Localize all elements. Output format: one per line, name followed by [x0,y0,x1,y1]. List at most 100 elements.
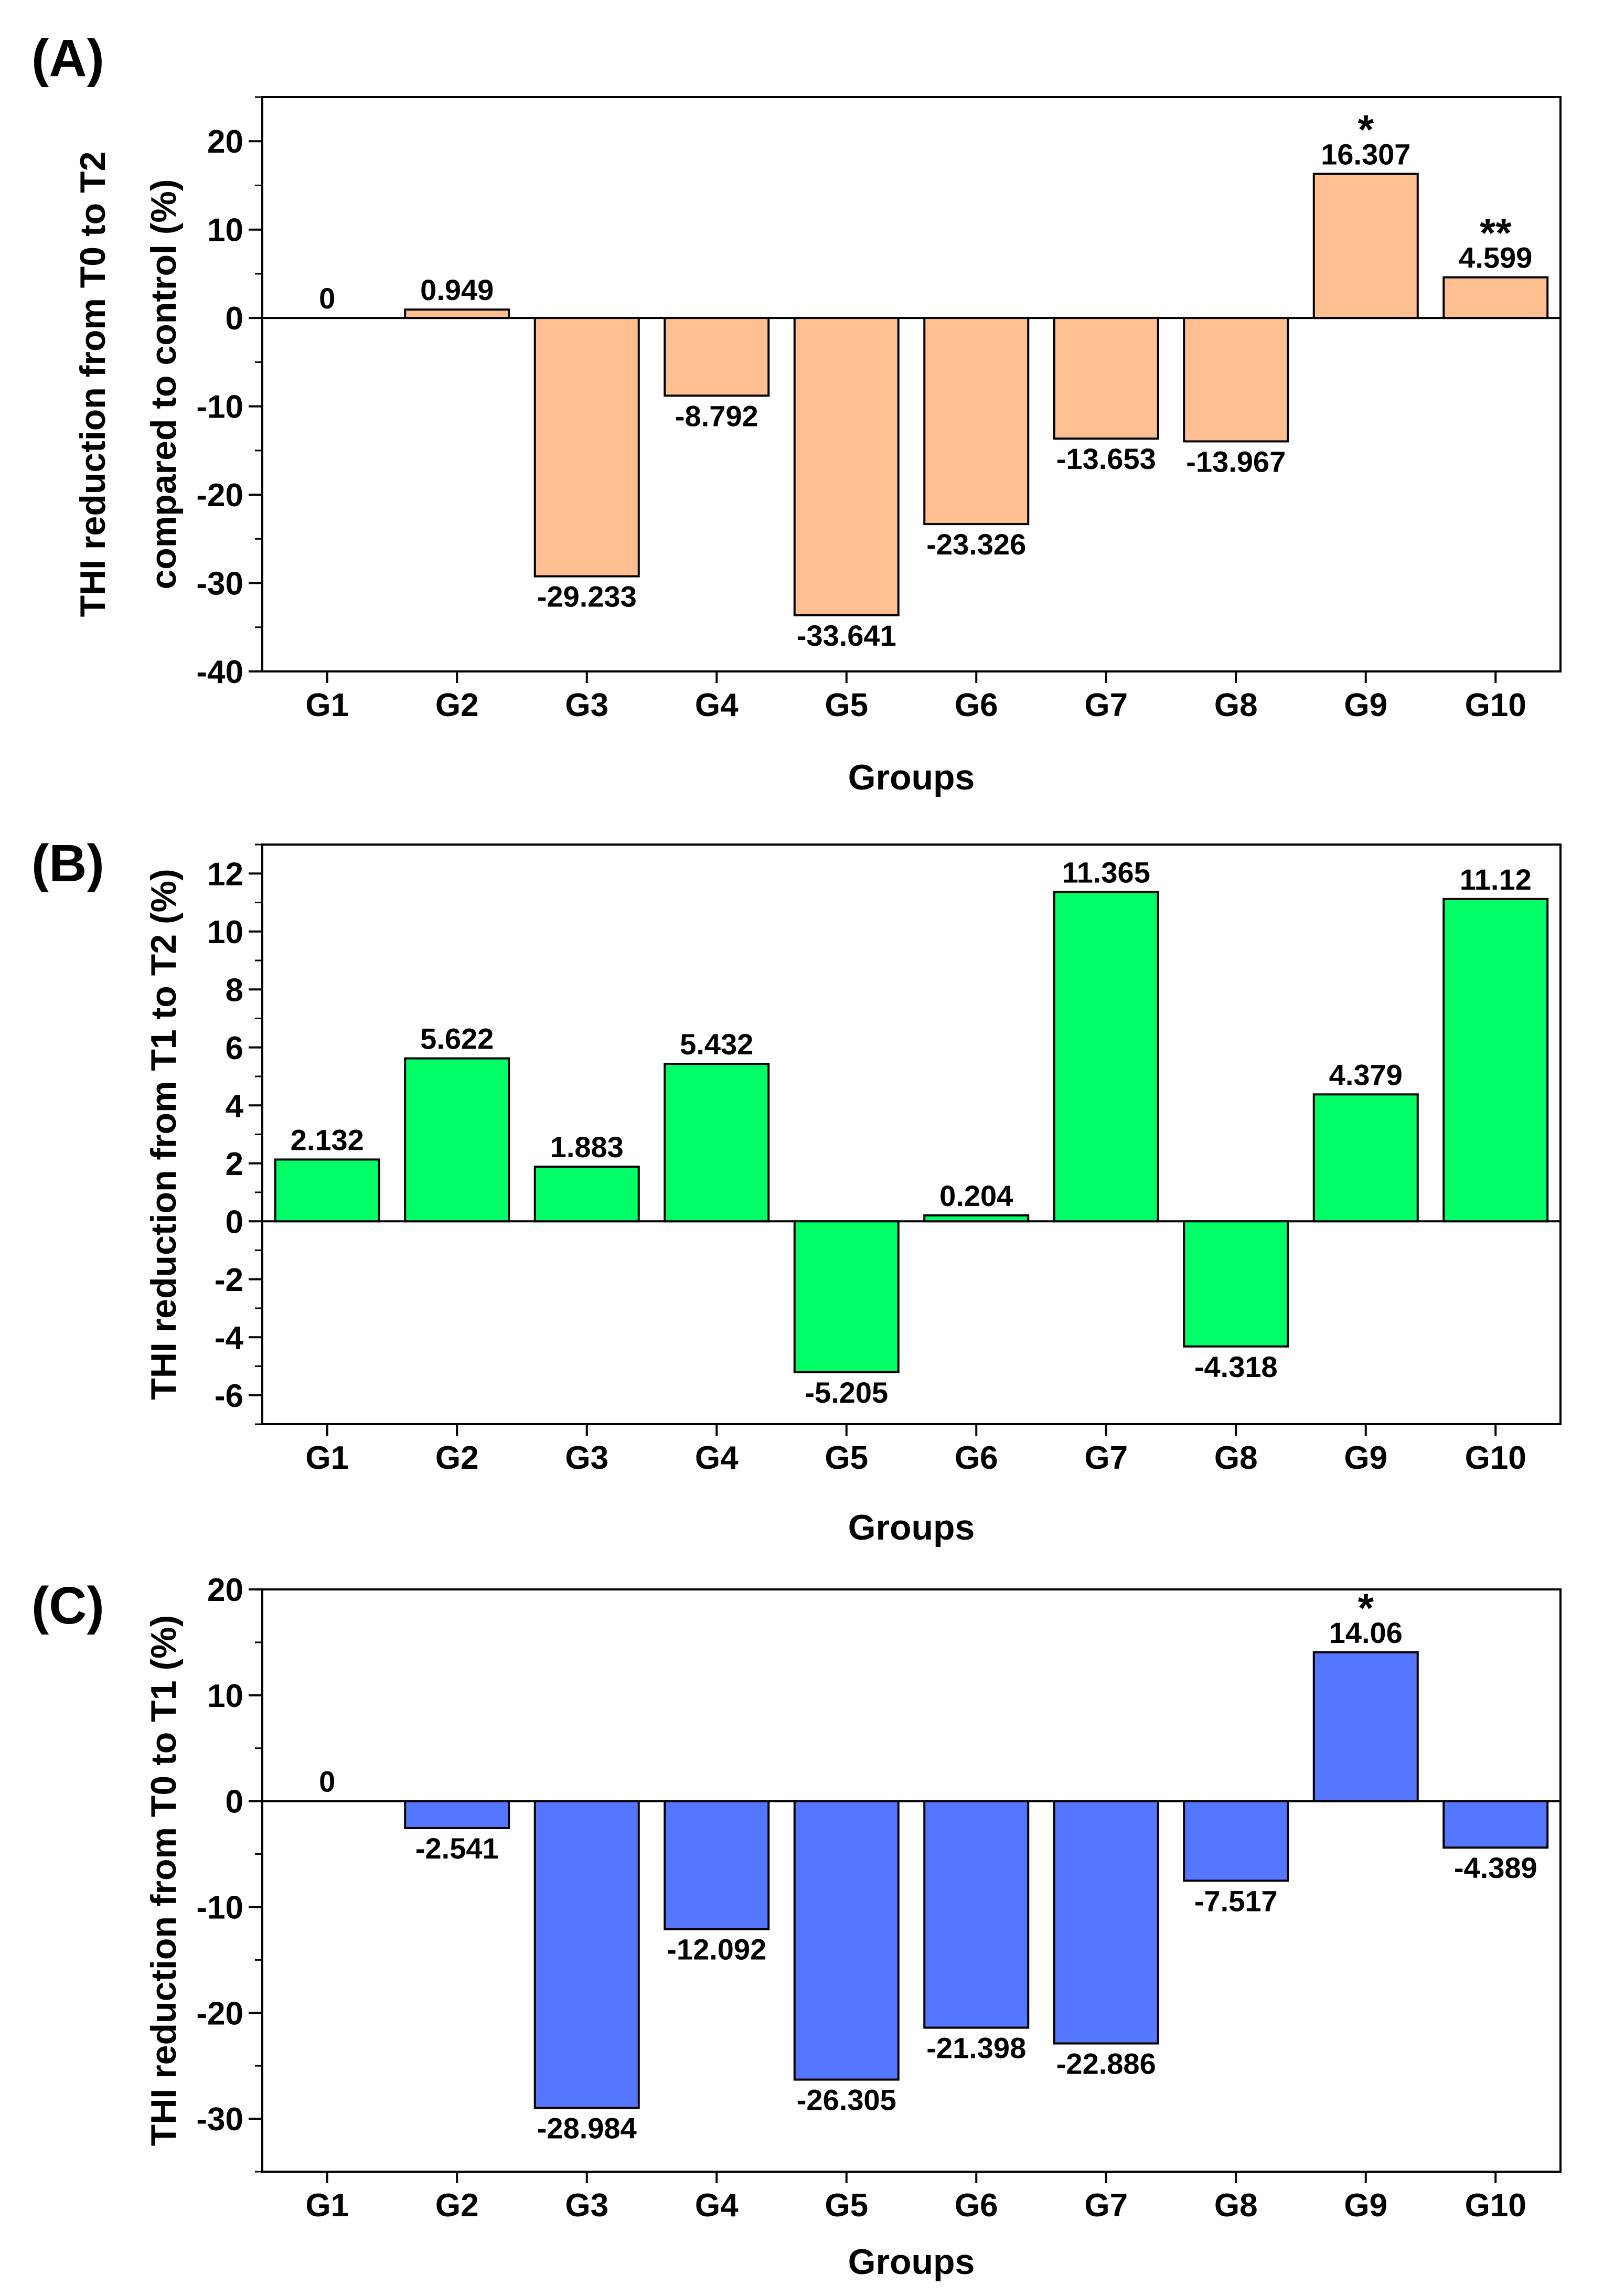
x-tick-label: G1 [305,2187,349,2224]
panel-letter: (B) [31,834,104,893]
x-tick-label: G3 [565,687,608,723]
y-tick-label: 10 [207,212,243,249]
y-tick-label: 2 [226,1146,243,1182]
x-axis-title: Groups [848,2242,975,2282]
data-label: -33.641 [797,619,896,652]
x-tick-label: G5 [825,2187,868,2224]
bar-g9 [1312,1651,1419,1802]
data-label: -21.398 [926,2031,1026,2064]
bar-g5 [793,317,900,616]
x-tick-label: G6 [955,2187,998,2224]
data-label: -13.967 [1186,445,1286,478]
y-tick-label: -2 [215,1262,243,1298]
x-tick-label: G4 [695,2187,739,2224]
bar-g3 [533,317,640,578]
y-axis-title: THI reduction from T1 to T2 (%) [144,869,184,1400]
x-tick-label: G10 [1465,687,1526,723]
y-tick-label: 20 [207,124,243,160]
y-tick-label: -30 [196,2101,243,2138]
bar-g3 [533,1800,640,2109]
x-tick-label: G5 [825,687,868,723]
panel-c: (C) -30 -20 -10 0 10 20 0 G1 -2.541 G2 -28.984 G3 -12… [31,1572,1562,2282]
y-tick-label: 0 [226,1784,243,1820]
y-tick-label: 0 [226,1204,243,1240]
y-tick-label: 6 [226,1030,243,1066]
data-label: 0.949 [420,273,494,306]
data-label: -5.205 [805,1376,888,1409]
bar-g8 [1183,1220,1289,1348]
x-tick-label: G2 [435,687,479,723]
panel-a: (A) -40 -30 -20 -10 0 10 20 0 G1 0.949 G2 -29.233 G3 -… [31,29,1562,797]
data-label: 4.379 [1329,1058,1403,1091]
y-axis-title: THI reduction from T0 to T2 [73,152,113,617]
y-tick-label: 8 [226,972,243,1008]
data-label: -23.326 [926,528,1026,561]
y-tick-label: -10 [196,389,243,425]
significance-marker: * [1358,106,1374,152]
x-tick-label: G8 [1214,2187,1258,2224]
data-label: 5.622 [420,1022,494,1055]
x-tick-label: G1 [305,687,349,723]
bar-g1 [274,1158,380,1223]
bar-g2 [404,1800,510,1829]
bar-g4 [664,1800,770,1930]
bar-g10 [1442,1800,1549,1849]
x-tick-label: G3 [565,1440,608,1476]
x-tick-label: G9 [1344,1440,1387,1476]
x-tick-label: G3 [565,2187,608,2224]
data-label: -7.517 [1194,1884,1278,1917]
bar-g7 [1053,317,1159,440]
x-tick-label: G6 [955,687,998,723]
y-tick-label: 10 [207,1678,243,1714]
bar-g6 [923,317,1030,526]
data-label: -13.653 [1056,442,1156,475]
y-tick-label: -6 [215,1378,243,1414]
bar-g7 [1053,891,1159,1223]
y-tick-label: -20 [196,477,243,514]
bar-g6 [923,1214,1030,1223]
bar-g8 [1183,1800,1289,1882]
bar-g6 [923,1800,1030,2029]
data-label: 0 [319,1765,335,1798]
significance-marker: ** [1480,210,1512,256]
bar-g10 [1442,898,1549,1223]
data-label: -26.305 [797,2084,896,2117]
significance-marker: * [1358,1585,1374,1631]
bar-g10 [1442,276,1549,319]
y-tick-label: -40 [196,654,243,690]
data-label: 16.307 [1321,137,1410,170]
panel-letter: (C) [31,1576,104,1635]
data-label: -28.984 [537,2112,637,2145]
x-tick-label: G2 [435,1440,479,1476]
bar-g2 [404,308,510,319]
x-tick-label: G7 [1084,2187,1128,2224]
data-label: 4.599 [1459,241,1532,274]
y-tick-label: 10 [207,914,243,951]
data-label: 0.204 [939,1179,1013,1212]
x-axis-title: Groups [848,1508,975,1547]
x-tick-label: G4 [695,687,739,723]
x-tick-label: G8 [1214,1440,1258,1476]
y-axis-title: compared to control (%) [144,179,184,589]
x-tick-label: G6 [955,1440,998,1476]
plot-frame [261,1588,1562,2173]
bar-g2 [404,1057,510,1223]
bar-g4 [664,317,770,397]
bar-g5 [793,1220,900,1373]
y-tick-label: 20 [207,1572,243,1608]
bar-g3 [533,1166,640,1223]
x-tick-label: G7 [1084,687,1128,723]
x-tick-label: G2 [435,2187,479,2224]
y-axis-title: THI reduction from T0 to T1 (%) [144,1615,184,2146]
data-label: -2.541 [415,1832,499,1865]
bar-g8 [1183,317,1289,443]
y-tick-label: 12 [207,856,243,892]
y-tick-label: 4 [226,1088,244,1124]
x-tick-label: G10 [1465,2187,1526,2224]
x-tick-label: G4 [695,1440,739,1476]
y-tick-label: -10 [196,1889,243,1926]
plot-frame [261,96,1562,672]
data-label: 11.12 [1460,863,1532,896]
x-tick-label: G1 [305,1440,349,1476]
